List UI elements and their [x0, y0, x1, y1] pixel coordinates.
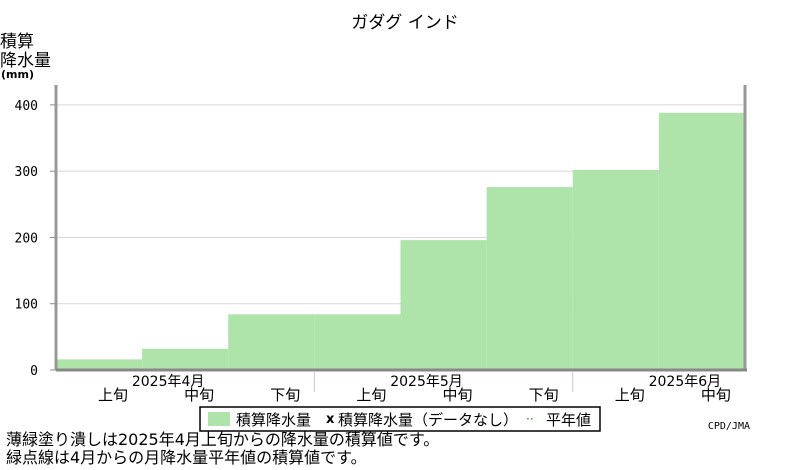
legend-label: 積算降水量（データなし）	[338, 411, 518, 429]
y-axis-label-line-1: 積算	[0, 32, 34, 52]
bar	[56, 359, 143, 370]
bar	[142, 348, 229, 370]
bar	[572, 169, 659, 370]
footnote-fill-description: 薄緑塗り潰しは2025年4月上旬からの降水量の積算値です。	[6, 430, 440, 449]
x-tick-label: 中旬	[701, 386, 731, 404]
month-label: 2025年5月	[390, 374, 463, 390]
legend-label: 積算降水量	[236, 411, 311, 429]
x-tick-label: 下旬	[270, 386, 300, 404]
bar	[228, 314, 315, 370]
x-tick-label: 上旬	[98, 386, 128, 404]
legend-label: 平年値	[546, 411, 591, 429]
x-tick-label: 中旬	[443, 386, 473, 404]
legend: 積算降水量 x 積算降水量（データなし） ·· 平年値	[199, 406, 601, 432]
x-tick-label: 上旬	[615, 386, 645, 404]
bar	[658, 112, 745, 370]
y-tick-label: 400	[15, 99, 38, 114]
y-tick-label: 200	[15, 231, 38, 246]
x-tick-label: 中旬	[184, 386, 214, 404]
y-tick-label: 100	[15, 298, 38, 313]
legend-box	[199, 406, 601, 432]
source-credit: CPD/JMA	[707, 421, 750, 432]
bar	[400, 240, 487, 370]
month-label: 2025年4月	[132, 374, 205, 390]
y-axis-label-line-2: 降水量	[0, 51, 51, 71]
month-label: 2025年6月	[649, 374, 722, 390]
y-tick-label: 300	[15, 165, 38, 180]
x-tick-label: 上旬	[356, 386, 386, 404]
legend-x-marker: x	[326, 412, 335, 427]
footnote-normal-line-description: 緑点線は4月からの月降水量平年値の積算値です。	[6, 448, 367, 467]
x-tick-label: 下旬	[529, 386, 559, 404]
legend-dots-marker: ··	[526, 412, 534, 426]
legend-swatch	[208, 412, 230, 426]
bar	[314, 314, 401, 370]
y-axis-label-unit: (mm)	[1, 68, 34, 81]
chart-title: ガダグ インド	[351, 13, 458, 33]
y-tick-label: 0	[30, 364, 38, 379]
bar	[486, 187, 573, 370]
